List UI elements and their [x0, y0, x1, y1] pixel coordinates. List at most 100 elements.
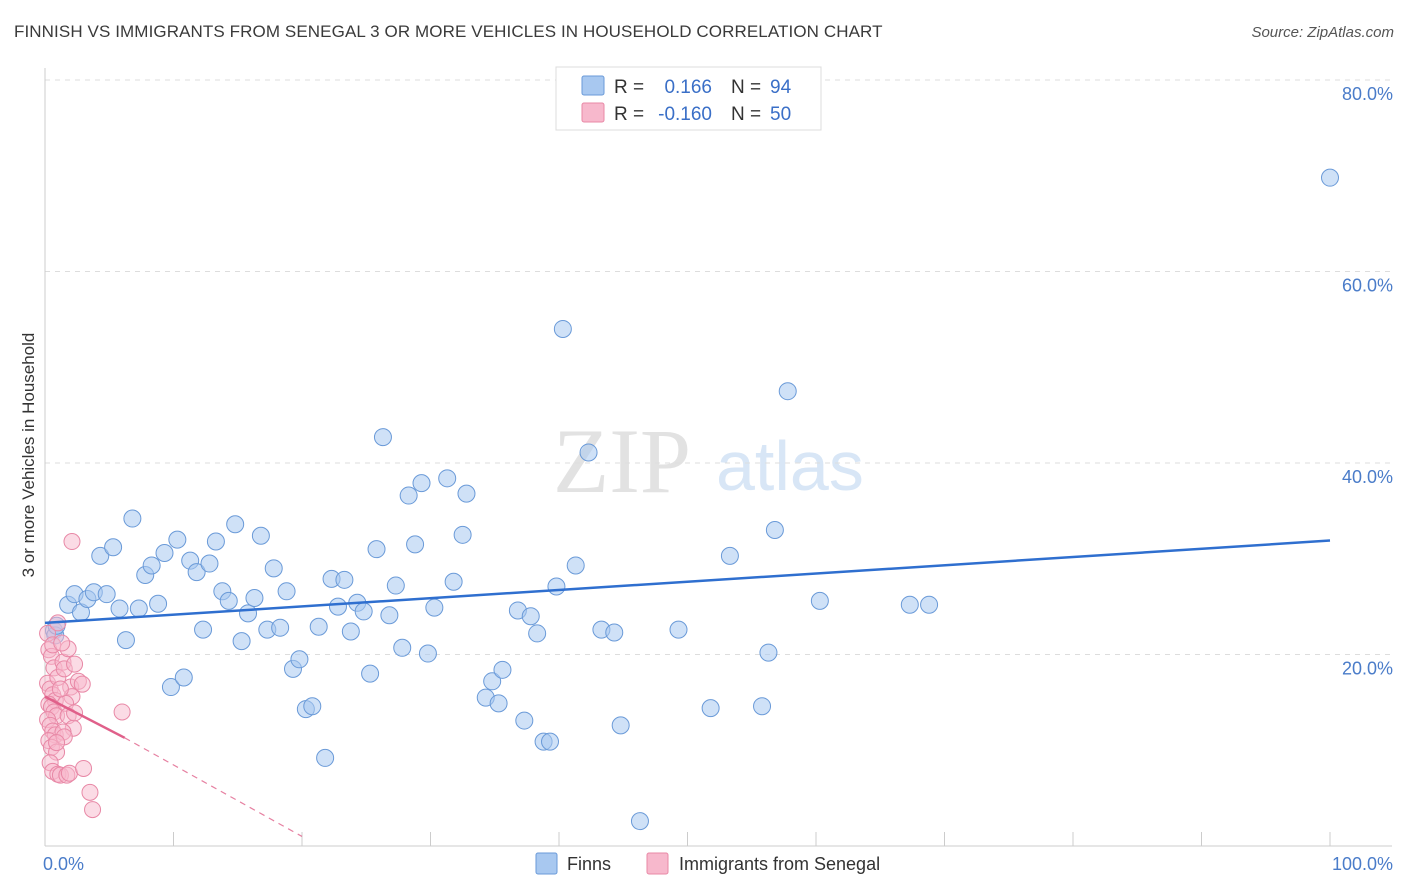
finns-point: [1321, 168, 1339, 187]
finns-point: [161, 678, 180, 697]
finns-point: [149, 594, 168, 613]
legend-n-value-finns: 94: [770, 77, 792, 98]
senegal-trend-extension: [124, 737, 303, 837]
finns-point: [155, 544, 174, 563]
finns-point: [271, 618, 290, 637]
finns-point: [104, 538, 123, 557]
legend-swatch-senegal: [581, 102, 605, 123]
bottom-legend-label-finns: Finns: [567, 854, 611, 874]
finns-point: [380, 606, 399, 625]
finns-point: [412, 474, 431, 493]
finns-point: [528, 624, 547, 643]
legend-r-value-senegal: -0.160: [658, 104, 712, 125]
finns-point: [361, 664, 380, 683]
y-axis-label: 3 or more Vehicles in Household: [19, 333, 38, 578]
finns-point: [232, 632, 251, 651]
finns-point: [669, 620, 688, 639]
finns-point: [206, 532, 225, 551]
finns-point: [483, 672, 502, 691]
legend-r-value-finns: 0.166: [664, 77, 712, 98]
finns-point: [493, 660, 512, 679]
finns-point: [457, 484, 476, 503]
legend-r-label-senegal: R =: [614, 104, 644, 125]
senegal-trend-line: [44, 695, 126, 739]
finns-point: [110, 599, 129, 618]
finns-point: [277, 582, 296, 601]
senegal-point: [81, 783, 99, 801]
finns-point: [245, 589, 264, 608]
finns-point: [720, 546, 739, 565]
finns-point: [444, 572, 463, 591]
finns-point: [97, 585, 116, 604]
x-tick-label: 0.0%: [43, 854, 84, 874]
finns-point: [219, 591, 238, 610]
finns-point: [759, 643, 778, 662]
finns-point: [406, 535, 425, 554]
finns-point: [453, 525, 472, 544]
finns-point: [335, 570, 354, 589]
bottom-legend-swatch-senegal: [646, 852, 669, 875]
senegal-point: [51, 680, 69, 698]
series-finns: [44, 168, 1339, 831]
senegal-point: [75, 759, 93, 777]
legend-n-label-senegal: N =: [731, 104, 761, 125]
finns-point: [354, 602, 373, 621]
bottom-legend-swatch-finns: [535, 852, 558, 875]
x-tick-labels: 0.0% 100.0%: [43, 854, 1393, 874]
finns-point: [900, 595, 919, 614]
finns-point: [579, 443, 598, 462]
finns-point: [303, 697, 322, 716]
legend-swatch-finns: [581, 75, 605, 96]
finns-point: [489, 694, 508, 713]
finns-point: [194, 620, 213, 639]
finns-point: [200, 554, 219, 573]
senegal-point: [48, 734, 66, 752]
finns-point: [765, 521, 784, 540]
finns-point: [328, 597, 347, 616]
finns-point: [701, 699, 720, 718]
top-legend: R = 0.166 N = 94 R = -0.160 N = 50: [555, 66, 822, 131]
finns-point: [630, 812, 649, 831]
gridlines: [45, 79, 1392, 655]
finns-point: [116, 631, 135, 650]
senegal-point: [84, 801, 102, 819]
series-senegal: [39, 533, 131, 819]
finns-point: [123, 509, 142, 528]
finns-point: [438, 469, 457, 488]
finns-point: [386, 576, 405, 595]
senegal-point: [66, 655, 84, 673]
legend-n-label-finns: N =: [731, 77, 761, 98]
finns-point: [920, 595, 939, 614]
finns-trend-line: [44, 539, 1331, 625]
y-tick-labels: 20.0% 40.0% 60.0% 80.0%: [1342, 84, 1393, 679]
finns-point: [810, 591, 829, 610]
legend-n-value-senegal: 50: [770, 104, 791, 125]
finns-point: [605, 623, 624, 642]
finns-point: [547, 577, 566, 596]
bottom-legend-label-senegal: Immigrants from Senegal: [679, 854, 880, 874]
finns-point: [290, 650, 309, 669]
finns-point: [341, 622, 360, 641]
senegal-point: [60, 764, 78, 782]
finns-point: [91, 546, 110, 565]
finns-point: [521, 607, 540, 626]
finns-point: [187, 563, 206, 582]
finns-point: [239, 604, 258, 623]
finns-point: [515, 711, 534, 730]
trend-lines: [44, 539, 1331, 837]
senegal-point: [63, 533, 81, 551]
finns-point: [264, 559, 283, 578]
y-tick-label: 20.0%: [1342, 659, 1393, 679]
chart-title: FINNISH VS IMMIGRANTS FROM SENEGAL 3 OR …: [14, 22, 883, 41]
finns-point: [393, 638, 412, 657]
source-label: Source: ZipAtlas.com: [1251, 24, 1394, 41]
finns-point: [309, 617, 328, 636]
finns-point: [373, 428, 392, 447]
finns-point: [251, 526, 270, 545]
legend-r-label-finns: R =: [614, 77, 644, 98]
finns-point: [367, 540, 386, 559]
finns-point: [553, 319, 572, 338]
finns-point: [753, 697, 772, 716]
x-tick-label: 100.0%: [1332, 854, 1393, 874]
bottom-legend: Finns Immigrants from Senegal: [535, 852, 880, 875]
